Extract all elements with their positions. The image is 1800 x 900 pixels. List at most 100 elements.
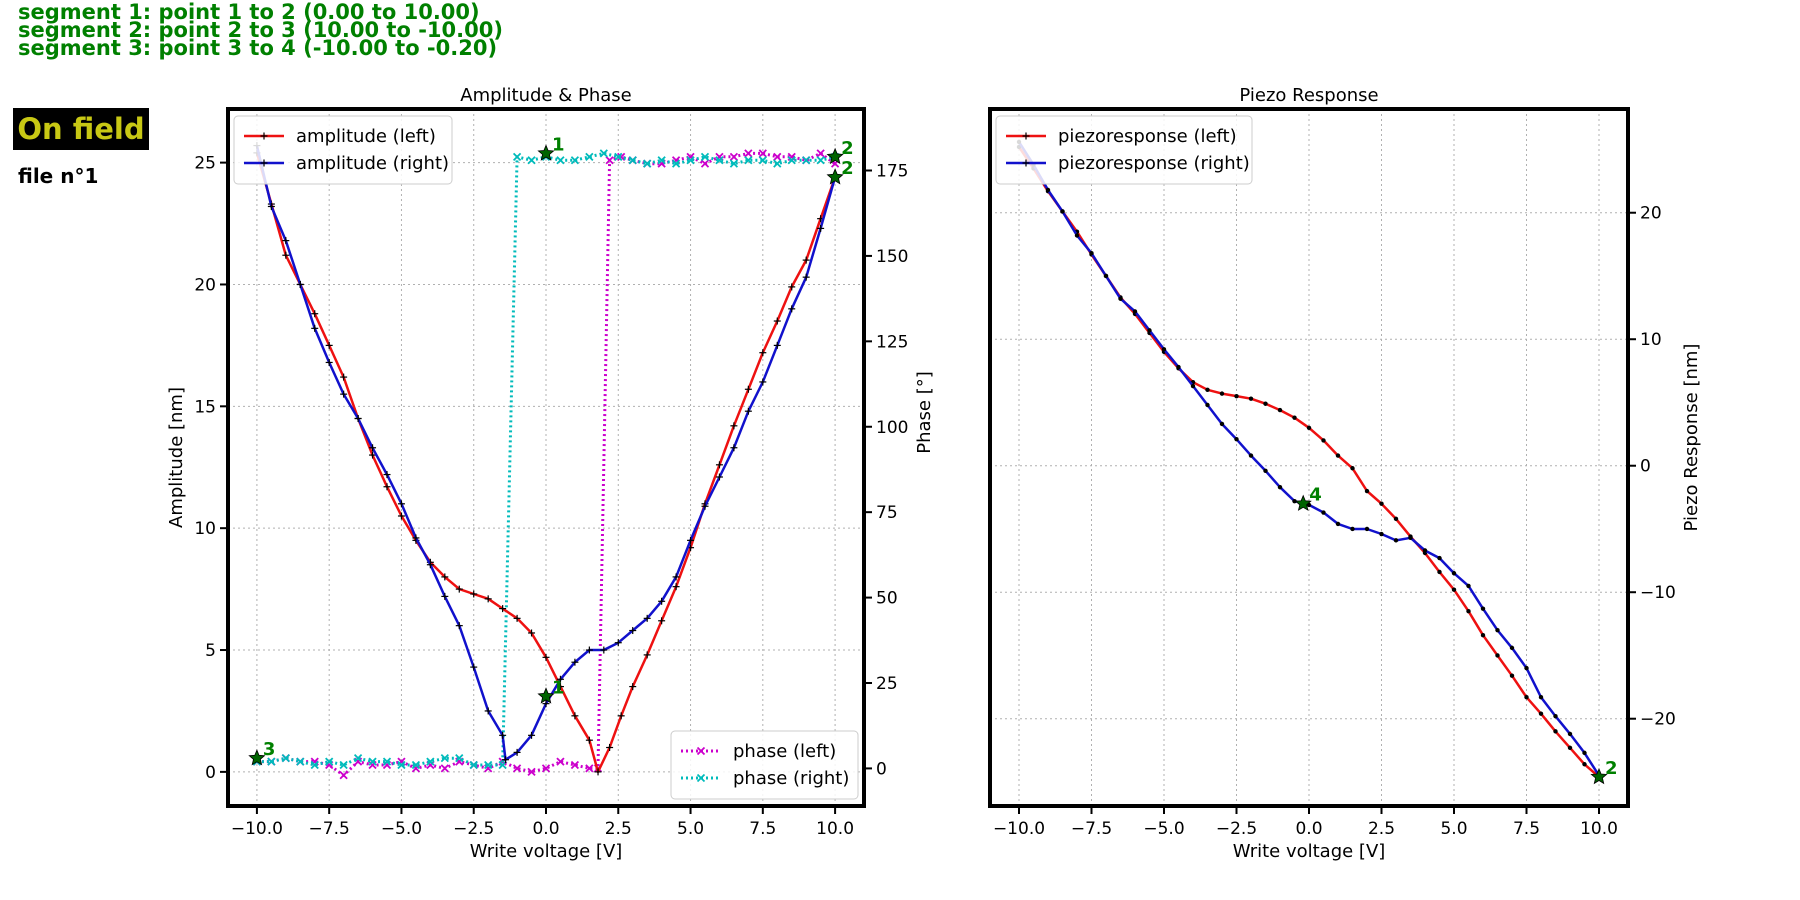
phase-right-point <box>455 754 464 763</box>
amplitude-right-point <box>502 756 510 764</box>
amplitude-left-point <box>441 573 449 581</box>
phase-right-point <box>729 159 739 168</box>
phase-y-tick-label: 25 <box>876 674 898 694</box>
phase-left-point <box>700 159 710 168</box>
piezo-y-tick-label: 10 <box>1640 330 1662 350</box>
piezoresponse-left-point <box>1393 516 1399 522</box>
amp-x-tick-label: 10.0 <box>816 819 854 839</box>
amplitude-left-point <box>470 590 478 598</box>
phase-right-point <box>700 152 710 161</box>
phase-right-point <box>411 760 421 770</box>
phase-right-point <box>527 156 536 165</box>
piezoresponse-left-point <box>1437 569 1442 575</box>
piezoresponse-left-point <box>1321 438 1326 443</box>
amp-legend-marker <box>260 132 268 140</box>
amplitude-right-point <box>311 324 319 332</box>
phase-left-point <box>617 152 626 161</box>
piezoresponse-right-point <box>1582 750 1587 756</box>
phase-right-point <box>802 156 811 165</box>
phase-y-tick-label: 175 <box>876 162 908 182</box>
amplitude-left-point <box>658 617 666 625</box>
segment-1-text: segment 1: point 1 to 2 (0.00 to 10.00) <box>18 0 480 24</box>
amplitude-right-point <box>701 502 709 510</box>
phase-right-point <box>556 156 565 165</box>
phase-left-point <box>585 764 594 773</box>
amplitude-left-point <box>643 651 651 659</box>
phase-left-line <box>256 151 836 777</box>
amplitude-right-point <box>383 471 391 479</box>
piezoresponse-right-point <box>1045 187 1051 193</box>
amplitude-right-point <box>744 407 752 415</box>
phase-right-point <box>469 760 478 770</box>
amplitude-right-point <box>340 390 348 398</box>
piezoresponse-right-point <box>1437 555 1442 561</box>
amplitude-right-point <box>556 675 564 683</box>
piezo-x-tick-label: −10.0 <box>993 819 1045 839</box>
phase-right-point <box>628 156 637 165</box>
piezoresponse-left-point <box>1248 396 1254 401</box>
piezo-x-tick-label: 7.5 <box>1513 819 1540 839</box>
piezoresponse-left-point <box>1292 415 1297 420</box>
amplitude-right-point <box>687 536 695 544</box>
amplitude-left-point <box>499 605 507 613</box>
piezoresponse-right-point <box>1277 485 1283 490</box>
amplitude-right-point <box>426 561 434 569</box>
amp-point-1-0-label: 1 <box>552 677 565 698</box>
piezoresponse-right-point <box>1335 521 1341 527</box>
piezoresponse-left-point <box>1277 407 1283 413</box>
amplitude-right-point <box>629 627 637 635</box>
phase-left-point <box>440 764 449 773</box>
amplitude-right-point <box>412 534 420 542</box>
amplitude-right-line <box>255 145 837 761</box>
phase-right-point <box>758 156 767 165</box>
amp-point-3-4-label: 3 <box>263 739 276 760</box>
piezoresponse-right-point <box>1466 583 1471 589</box>
piezoresponse-left-point <box>1582 762 1587 767</box>
phase-y-tick-label: 75 <box>876 503 898 523</box>
phase-right-point <box>368 757 377 766</box>
phase-right-point <box>643 159 652 168</box>
piezoresponse-right-point <box>1103 273 1109 279</box>
amplitude-left-point <box>325 341 333 349</box>
on-field-badge: On field <box>13 108 149 150</box>
amplitude-right-point <box>513 748 521 756</box>
amplitude-right-point <box>571 658 579 666</box>
amp-point-1-1-label: 1 <box>552 134 565 155</box>
phase-right-point <box>686 156 695 165</box>
piezoresponse-left-point <box>1306 425 1312 430</box>
amplitude-right-point <box>354 415 362 423</box>
amplitude-left-point <box>311 310 319 318</box>
piezoresponse-right-point <box>1451 571 1457 576</box>
amplitude-right-point <box>817 224 825 232</box>
amp-y-tick-label: 5 <box>205 641 216 661</box>
phase-left-point <box>744 149 753 158</box>
phase-right-point <box>570 156 580 165</box>
phase-right-point <box>382 757 392 766</box>
piezoresponse-left-point <box>1480 633 1486 638</box>
piezo-x-tick-label: 10.0 <box>1580 819 1618 839</box>
piezo-y-tick-label: 0 <box>1640 457 1651 477</box>
amplitude-right-point <box>470 663 478 671</box>
amplitude-right-point <box>542 700 550 708</box>
piezo-x-axis-label: Write voltage [V] <box>1233 841 1386 862</box>
amplitude-right-point <box>325 358 333 366</box>
piezoresponse-right-point <box>1205 402 1210 408</box>
piezoresponse-right-point <box>1219 421 1225 427</box>
amplitude-left-point <box>528 629 536 637</box>
phase-right-point <box>787 156 796 165</box>
phase-left-point <box>605 156 614 165</box>
piezoresponse-right-point <box>1132 309 1138 314</box>
piezo-y-tick-label: −10 <box>1640 583 1676 603</box>
phase-left-point <box>729 152 739 161</box>
phase-left-point <box>527 767 536 776</box>
piezoresponse-right-point <box>1379 531 1384 537</box>
amp-y-tick-label: 20 <box>194 275 216 295</box>
amp-title: Amplitude & Phase <box>460 85 631 106</box>
piezoresponse-right-point <box>1364 526 1370 532</box>
amp-y-tick-label: 0 <box>205 763 216 783</box>
piezoresponse-right-point <box>1509 645 1515 651</box>
amp-x-tick-label: 7.5 <box>749 819 776 839</box>
phase-right-point <box>281 754 290 763</box>
phase-left-point <box>556 757 565 766</box>
